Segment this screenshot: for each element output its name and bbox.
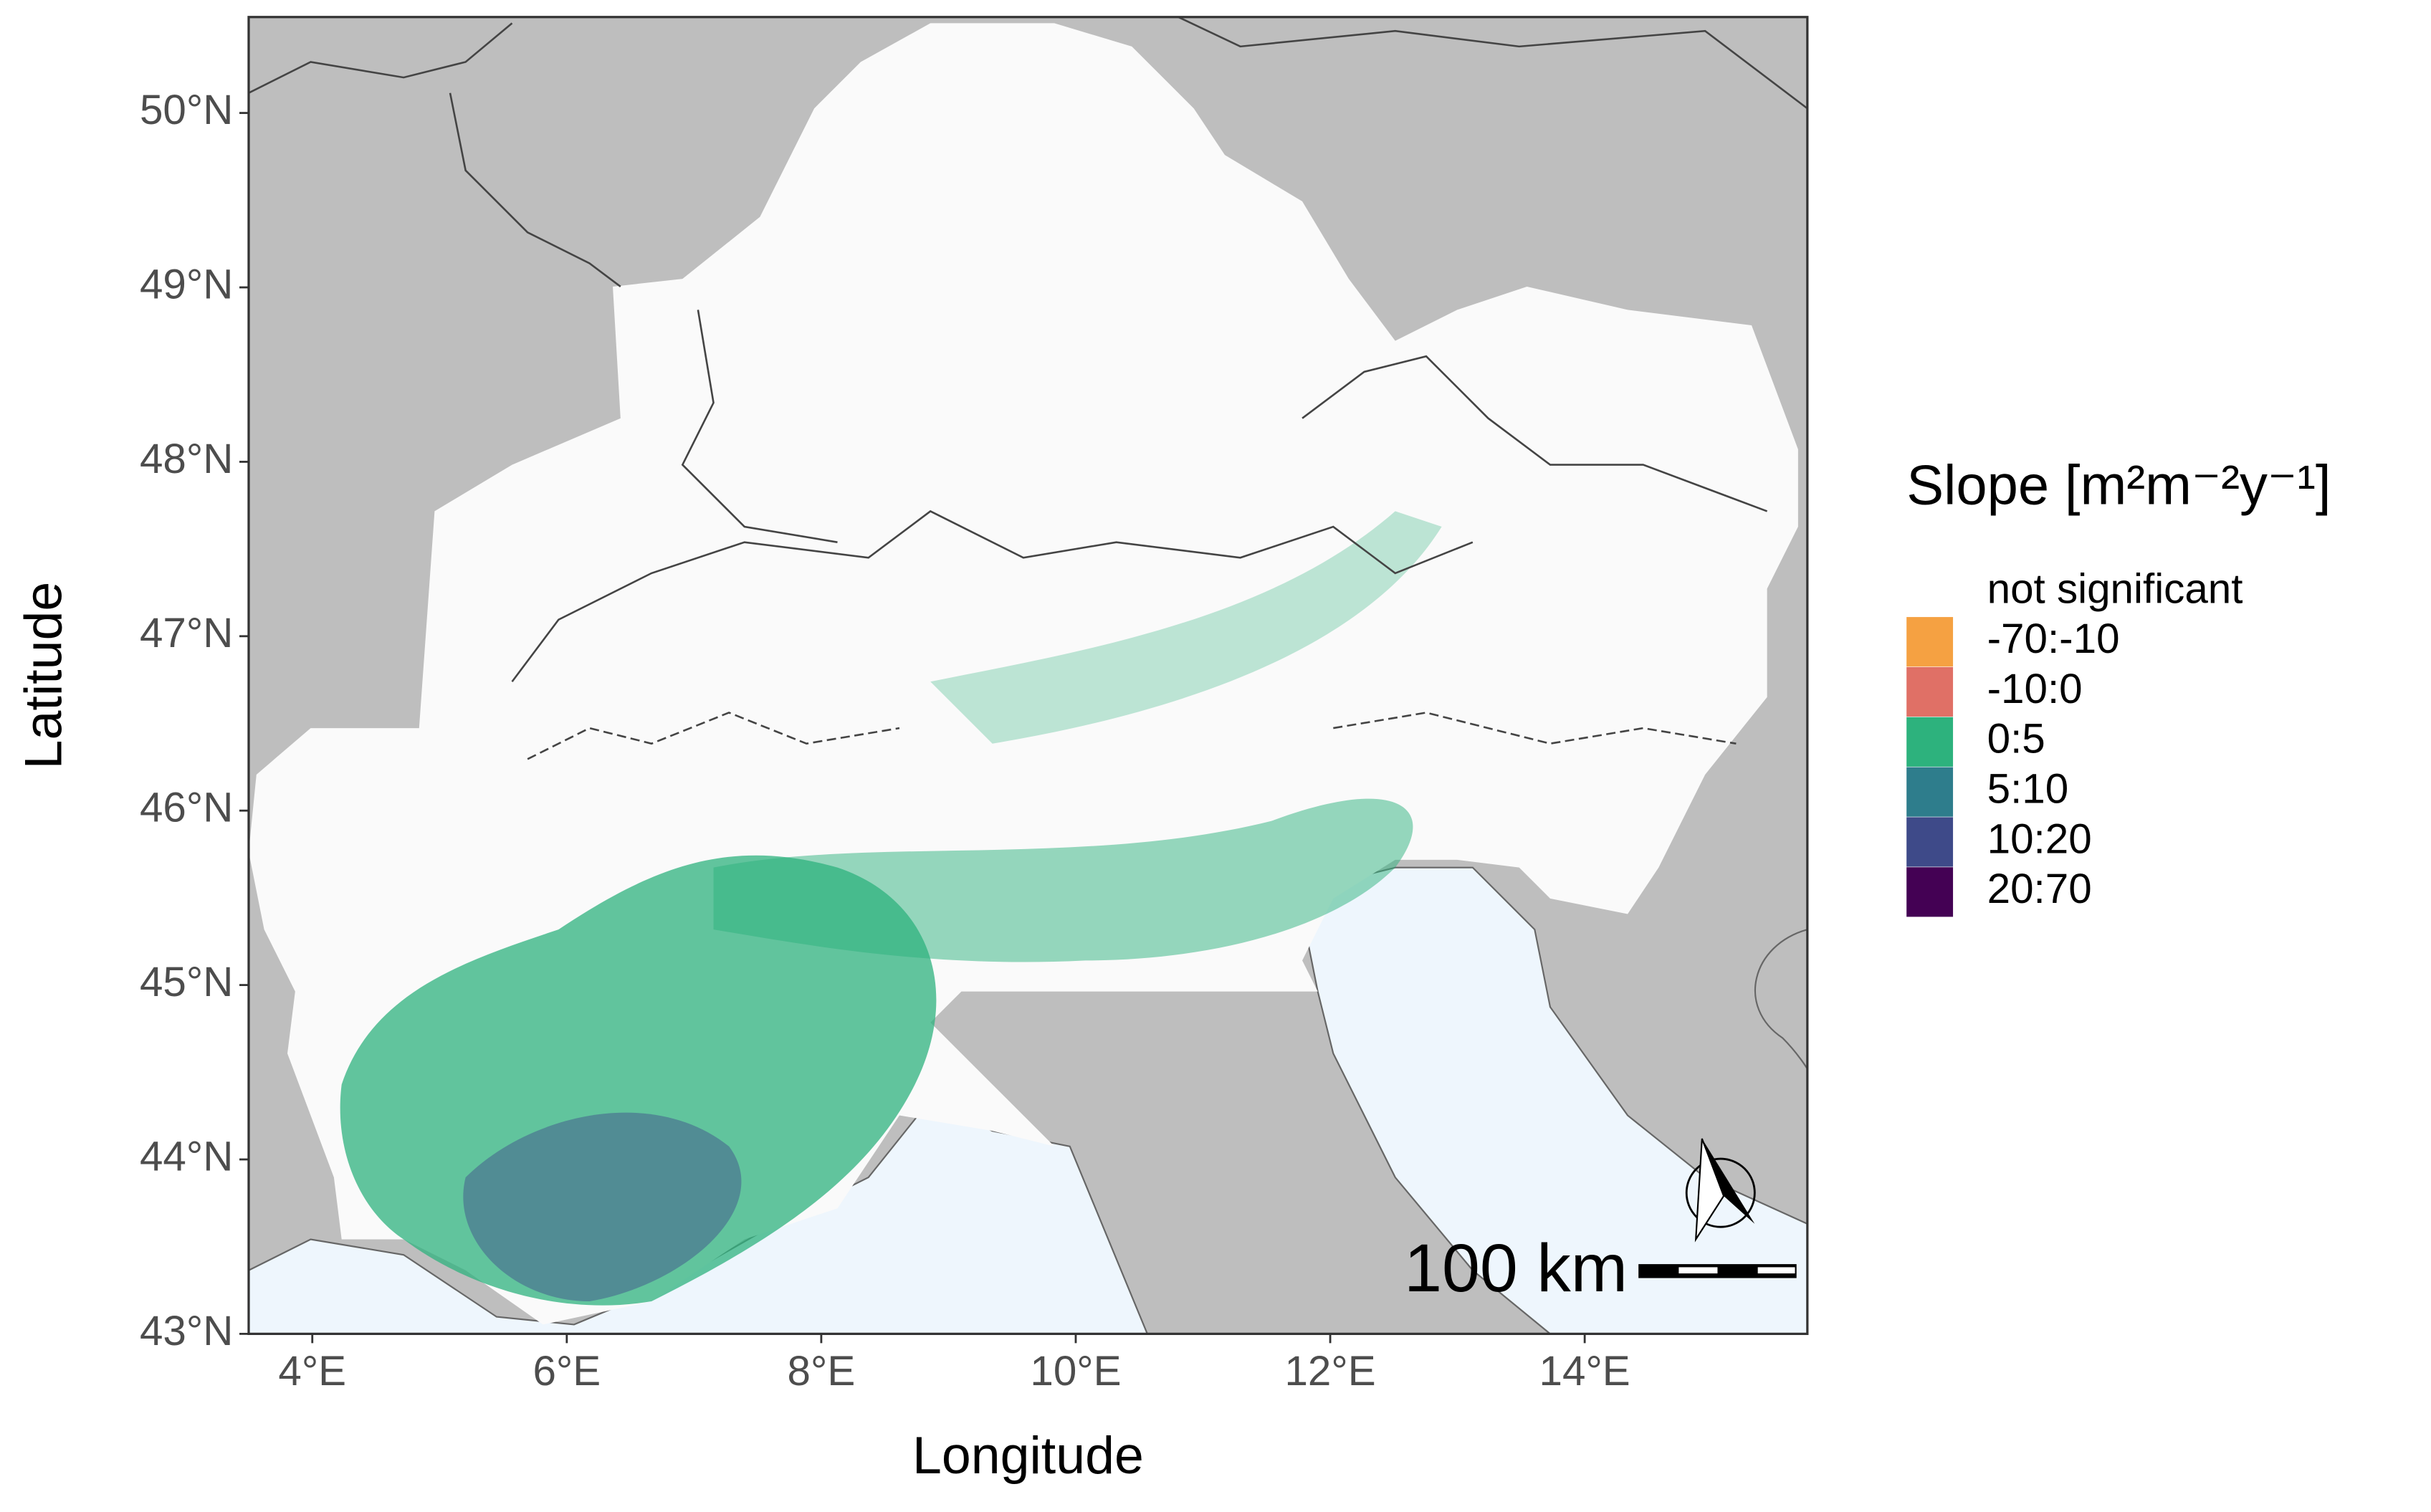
- y-tick-label: 44°N: [140, 1133, 233, 1180]
- legend-label: 0:5: [1987, 716, 2045, 762]
- legend-swatch: [1906, 617, 1954, 667]
- legend-label: 5:10: [1987, 766, 2069, 813]
- legend-swatch: [1906, 666, 1954, 717]
- slope-pattern: [340, 855, 937, 1306]
- legend-label: 10:20: [1987, 815, 2092, 862]
- y-tick-label: 43°N: [140, 1308, 233, 1354]
- x-axis-title: Longitude: [912, 1425, 1144, 1485]
- x-tick-label: 4°E: [278, 1348, 346, 1394]
- legend-swatch: [1906, 717, 1954, 767]
- legend-label: -70:-10: [1987, 616, 2120, 662]
- panel-border: [247, 16, 1809, 1336]
- y-tick-label: 45°N: [140, 959, 233, 1005]
- legend-title: Slope [m²m⁻²y⁻¹]: [1906, 455, 2331, 517]
- map-body: [248, 16, 1807, 1334]
- slope-pattern: [930, 511, 1442, 744]
- legend-label: not significant: [1987, 565, 2243, 612]
- slope-pattern: [713, 798, 1413, 962]
- y-tick-label: 50°N: [140, 87, 233, 133]
- legend-swatch: [1906, 817, 1954, 867]
- legend-label: 20:70: [1987, 866, 2092, 912]
- y-tick-label: 48°N: [140, 436, 233, 482]
- y-tick-label: 46°N: [140, 785, 233, 831]
- y-tick-label: 47°N: [140, 610, 233, 656]
- x-tick-label: 14°E: [1539, 1348, 1630, 1394]
- slope-pattern: [463, 1112, 742, 1301]
- y-axis-title: Latitude: [13, 582, 72, 770]
- legend-swatch: [1906, 767, 1954, 817]
- x-tick-label: 10°E: [1030, 1348, 1121, 1394]
- x-tick-label: 12°E: [1284, 1348, 1375, 1394]
- y-tick-label: 49°N: [140, 261, 233, 307]
- scale-bar-label: 100 km: [1404, 1230, 1628, 1306]
- adriatic-sea: [1301, 866, 1807, 1334]
- coast: [1754, 929, 1807, 1070]
- legend-label: -10:0: [1987, 666, 2083, 712]
- legend-swatch: [1906, 867, 1954, 917]
- x-tick-label: 8°E: [788, 1348, 856, 1394]
- x-tick-label: 6°E: [532, 1348, 601, 1394]
- borders: [248, 16, 1807, 760]
- scale-bar: [1638, 1264, 1797, 1278]
